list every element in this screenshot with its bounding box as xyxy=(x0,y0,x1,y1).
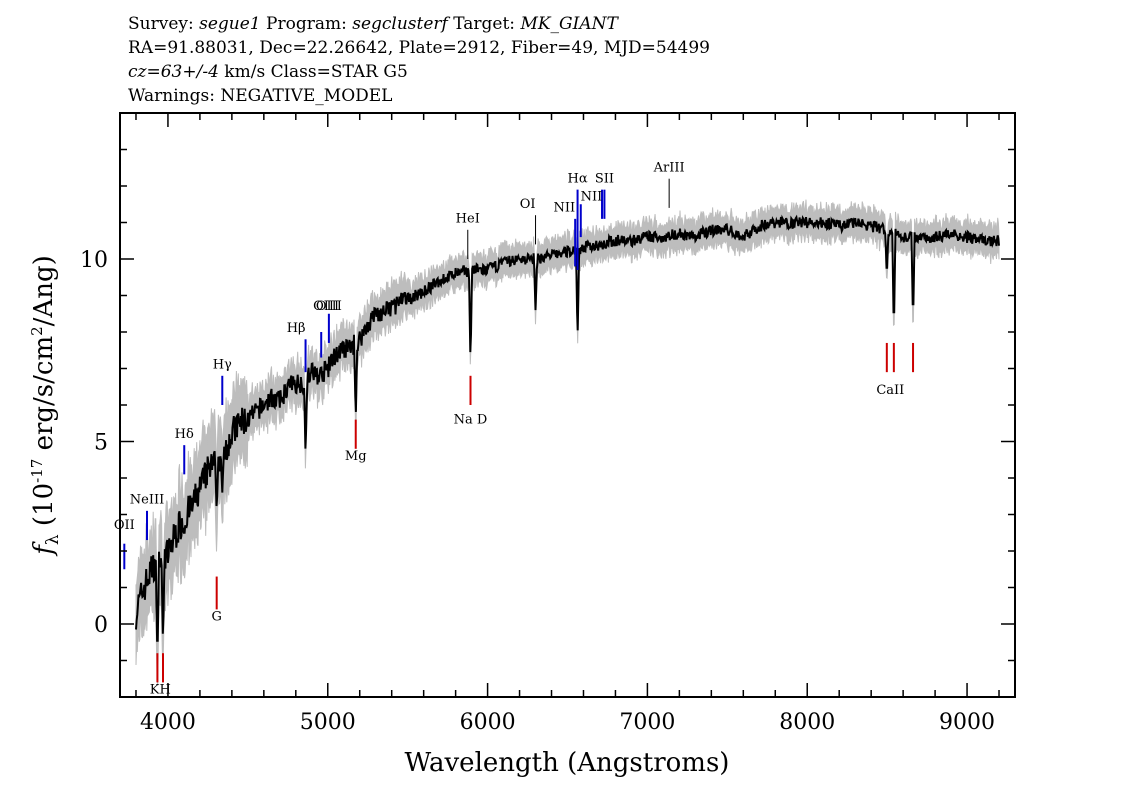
emission-line-label: Hδ xyxy=(175,427,194,442)
y-axis-label: fλ (10-17 erg/s/cm2/Ang) xyxy=(28,255,63,557)
absorption-line-label: CaII xyxy=(876,383,904,398)
x-tick-label: 6000 xyxy=(460,710,516,735)
y-label-close: /Ang) xyxy=(29,255,59,326)
emission-line-label: NII xyxy=(554,201,576,216)
program-value: segclusterf xyxy=(352,14,448,34)
header-line-cz: cz=63+/-4 km/s Class=STAR G5 xyxy=(128,60,710,84)
emission-line-label: OIII xyxy=(316,299,342,314)
x-tick-label: 4000 xyxy=(140,710,196,735)
header-line-coords: RA=91.88031, Dec=22.26642, Plate=2912, F… xyxy=(128,38,711,58)
target-label: Target: xyxy=(453,14,516,34)
spectrum-series xyxy=(135,214,1000,642)
emission-line-label: Hα xyxy=(568,171,588,186)
x-tick-label: 7000 xyxy=(619,710,675,735)
error-band xyxy=(135,199,1000,686)
emission-line-label: Hβ xyxy=(287,321,306,336)
header-line-warnings: Warnings: NEGATIVE_MODEL xyxy=(128,86,393,106)
y-label-rest: erg/s/cm xyxy=(29,336,59,459)
spectrum-header: Survey: segue1 Program: segclusterf Targ… xyxy=(128,12,710,108)
header-line-survey: Survey: segue1 Program: segclusterf Targ… xyxy=(128,12,710,36)
emission-line-label: SII xyxy=(595,171,614,186)
y-label-sub: λ xyxy=(43,534,63,545)
sky-line-label: HeI xyxy=(456,212,480,227)
emission-line-label: OIII xyxy=(313,299,339,314)
sky-line-label: OI xyxy=(520,197,536,212)
y-tick-label: 10 xyxy=(80,248,108,273)
emission-line-label: NeIII xyxy=(130,493,164,508)
absorption-line-label: Mg xyxy=(345,449,367,464)
axis-ticks: 4000 5000 6000 7000 8000 9000 0 5 10 xyxy=(80,113,1015,735)
error-band-path xyxy=(135,199,1000,686)
absorption-line-label: Na D xyxy=(454,412,488,427)
y-tick-label: 0 xyxy=(94,613,108,638)
program-label: Program: xyxy=(266,14,347,34)
x-tick-label: 5000 xyxy=(300,710,356,735)
y-label-exp: -17 xyxy=(28,459,46,483)
cz-rest: km/s Class=STAR G5 xyxy=(218,62,408,82)
survey-label: Survey: xyxy=(128,14,194,34)
x-tick-label: 9000 xyxy=(939,710,995,735)
y-tick-label: 5 xyxy=(94,431,108,456)
y-label-open: (10 xyxy=(29,483,59,535)
absorption-line-label: G xyxy=(211,609,221,624)
y-label-exp2: 2 xyxy=(28,326,46,336)
emission-line-label: Hγ xyxy=(213,358,232,373)
emission-line-label: OII xyxy=(114,518,135,533)
survey-value: segue1 xyxy=(199,14,261,34)
spectrum-line xyxy=(135,214,1000,642)
line-markers: OIINeIIIHδHγHβOIIIOIIIHαNIINIISIIHeIOIAr… xyxy=(114,160,915,697)
cz-value: cz=63+/-4 xyxy=(128,62,219,82)
emission-line-label: NII xyxy=(581,190,603,205)
absorption-line-label: KH xyxy=(150,682,171,697)
x-axis-label: Wavelength (Angstroms) xyxy=(405,748,730,778)
sky-line-label: ArIII xyxy=(653,160,685,175)
target-value: MK_GIANT xyxy=(520,14,618,34)
x-tick-label: 8000 xyxy=(779,710,835,735)
